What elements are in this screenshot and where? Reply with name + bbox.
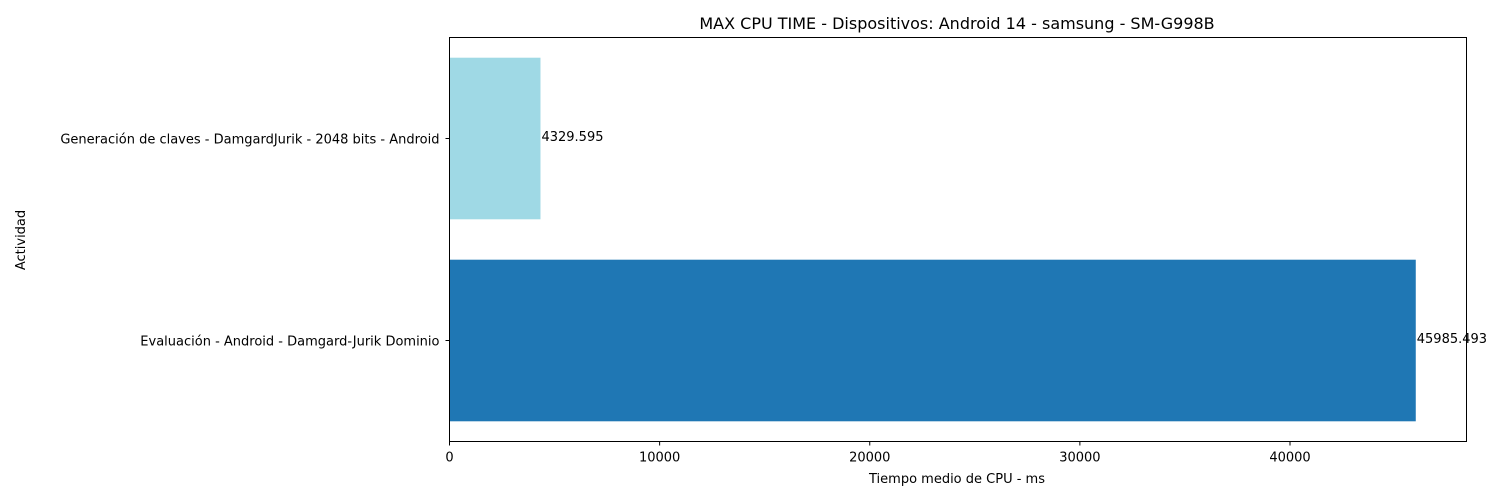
x-axis-label: Tiempo medio de CPU - ms <box>868 472 1045 487</box>
y-axis-label: Actividad <box>14 210 29 270</box>
bar-1 <box>449 57 541 220</box>
x-tick-label-4: 30000 <box>1059 451 1100 466</box>
y-axis-ticks: Generación de claves - DamgardJurik - 20… <box>60 133 450 350</box>
x-tick-label-2: 10000 <box>639 451 680 466</box>
bars-layer <box>449 57 1416 422</box>
bar-value-label-2: 45985.493 <box>1417 332 1487 347</box>
bar-value-labels: 4329.595 45985.493 <box>541 130 1487 347</box>
plot-frame <box>449 37 1467 442</box>
chart-title: MAX CPU TIME - Dispositivos: Android 14 … <box>699 14 1214 33</box>
x-tick-label-1: 0 <box>445 451 453 466</box>
bar-value-label-1: 4329.595 <box>541 130 603 145</box>
y-tick-label-1: Generación de claves - DamgardJurik - 20… <box>60 133 439 148</box>
x-tick-label-5: 40000 <box>1269 451 1310 466</box>
x-tick-label-3: 20000 <box>849 451 890 466</box>
x-axis-ticks: 0 10000 20000 30000 40000 <box>445 441 1311 466</box>
y-tick-label-2: Evaluación - Android - Damgard-Jurik Dom… <box>140 335 439 350</box>
bar-2 <box>449 259 1416 422</box>
